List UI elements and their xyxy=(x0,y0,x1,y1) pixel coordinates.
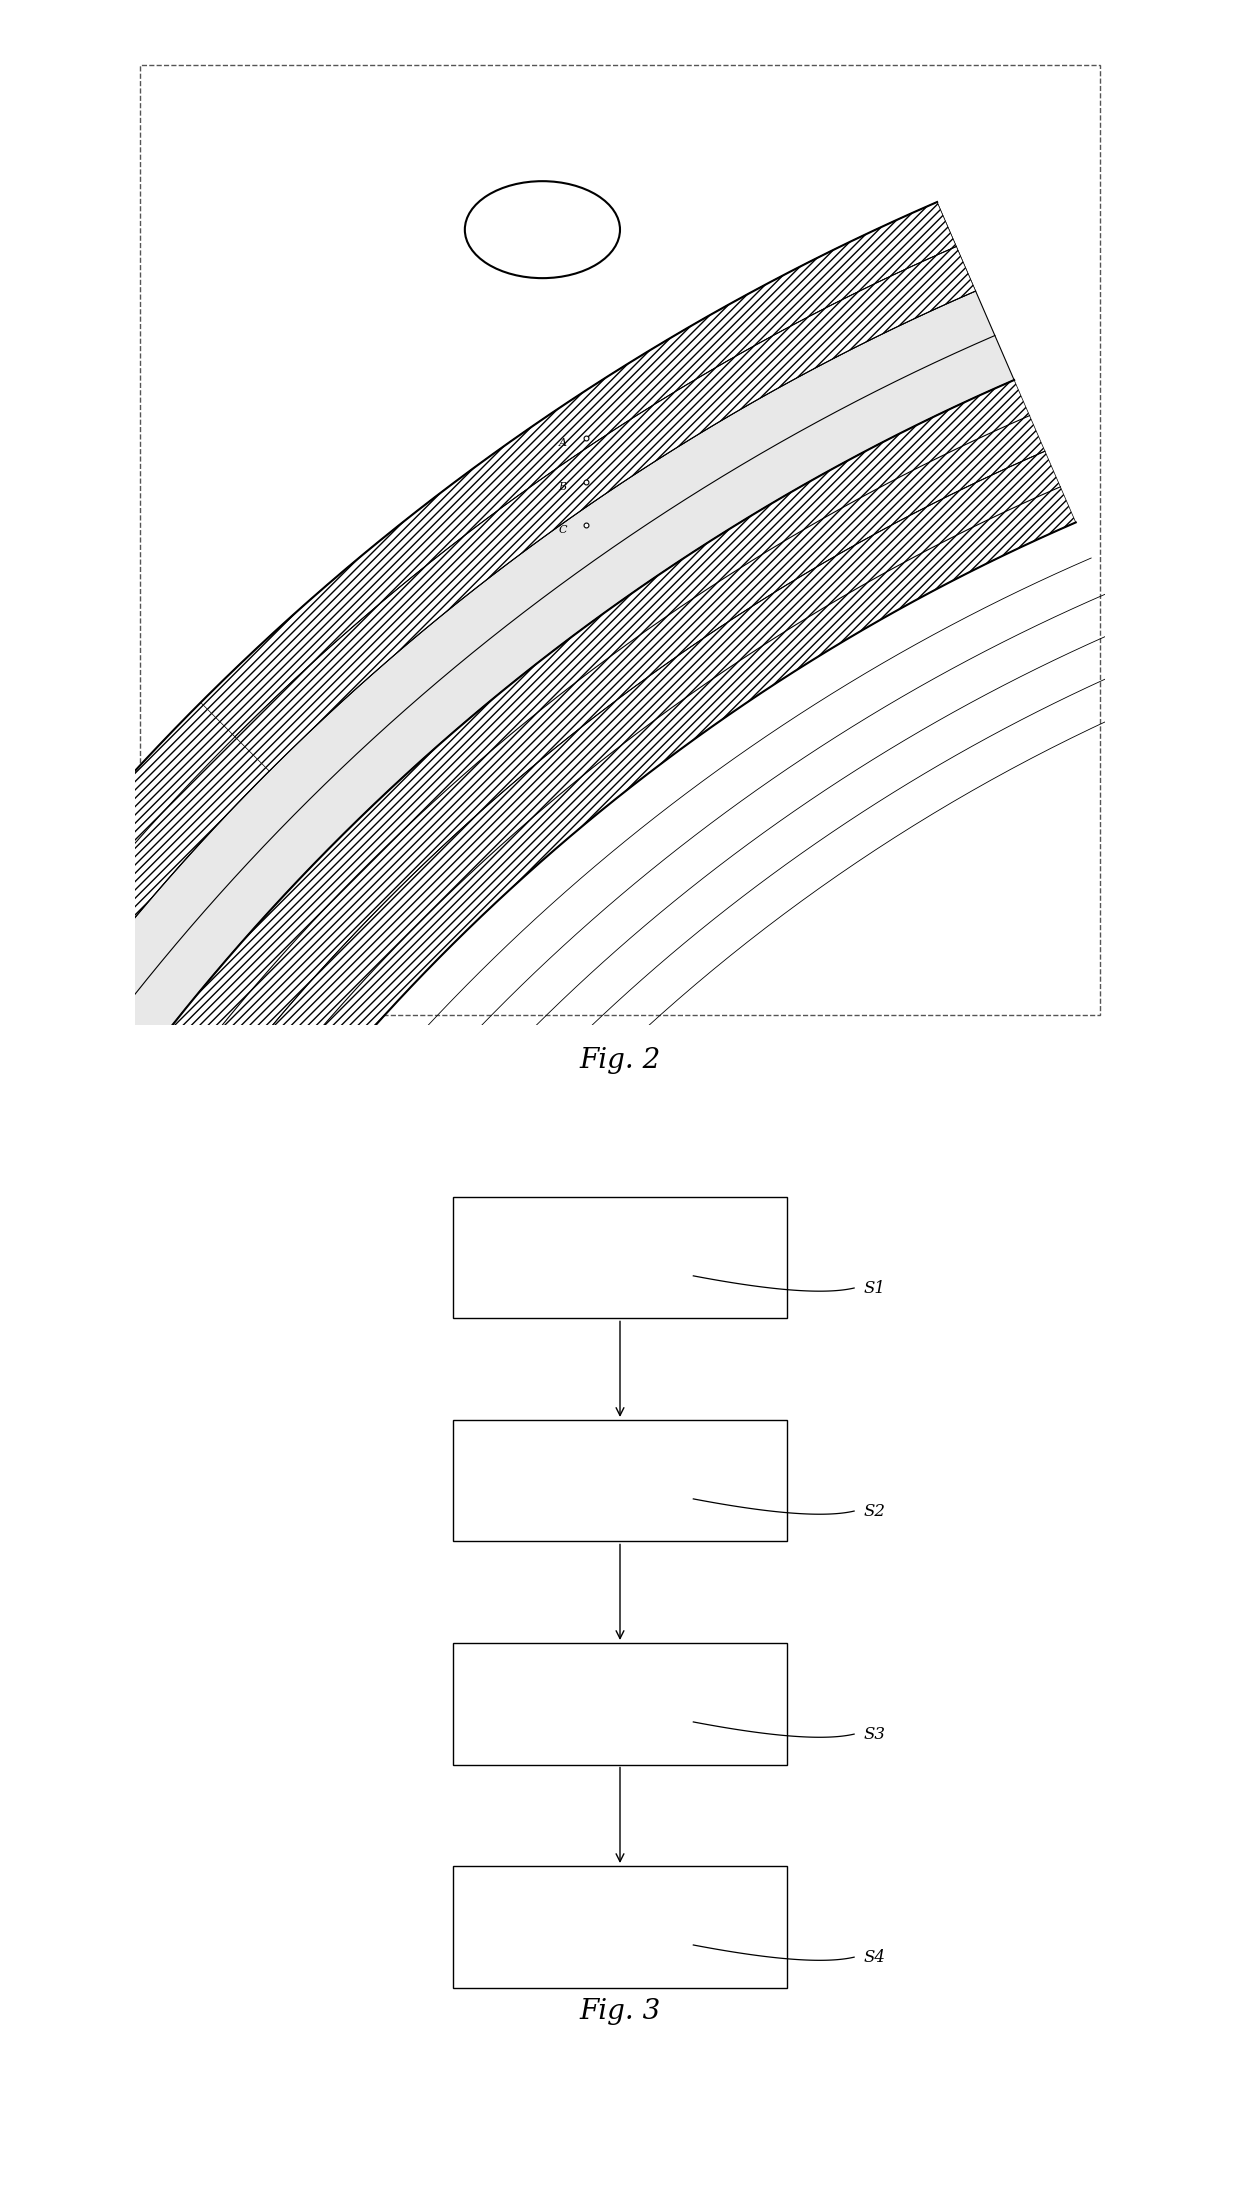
Bar xyxy=(454,1642,786,1765)
Text: S3: S3 xyxy=(863,1726,885,1743)
Polygon shape xyxy=(0,203,976,2204)
Polygon shape xyxy=(0,379,1045,2204)
Text: B: B xyxy=(558,483,567,491)
Ellipse shape xyxy=(465,181,620,278)
Polygon shape xyxy=(201,203,956,736)
Polygon shape xyxy=(0,291,1014,2204)
Text: Fig. 3: Fig. 3 xyxy=(579,1997,661,2025)
Polygon shape xyxy=(0,452,1076,2204)
Bar xyxy=(454,1867,786,1988)
Text: S4: S4 xyxy=(863,1948,885,1966)
Text: A: A xyxy=(559,439,567,447)
Text: S2: S2 xyxy=(863,1503,885,1519)
Text: S1: S1 xyxy=(863,1281,885,1296)
Bar xyxy=(454,1419,786,1541)
Polygon shape xyxy=(234,247,976,771)
Text: C: C xyxy=(558,525,567,536)
Bar xyxy=(454,1197,786,1318)
Text: Fig. 2: Fig. 2 xyxy=(579,1047,661,1073)
